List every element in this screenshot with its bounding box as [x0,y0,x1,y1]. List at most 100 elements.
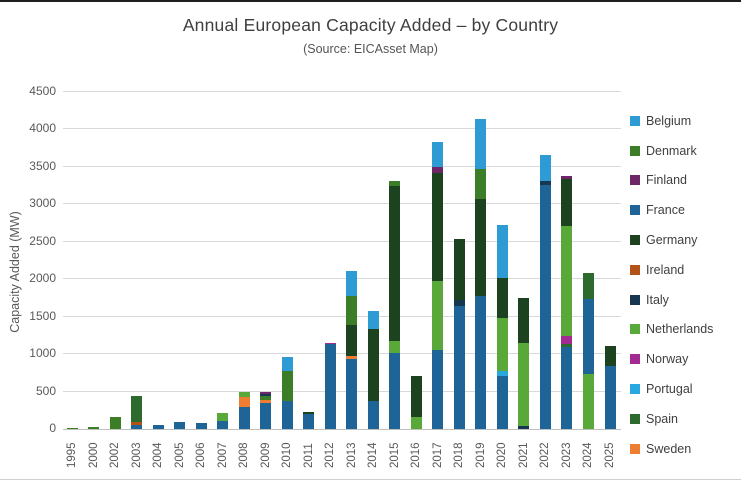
bar-2012 [324,342,336,429]
bar-segment-2019-belgium [475,119,487,170]
bar-2016 [410,375,422,429]
bar-segment-2010-france [281,400,293,429]
legend-label-netherlands: Netherlands [646,322,714,337]
x-axis-label-2011: 2011 [302,443,315,468]
legend-label-sweden: Sweden [646,441,692,456]
bar-segment-2023-netherlands [561,226,573,336]
bar-2000 [88,426,100,429]
legend-swatch-sweden [630,443,640,454]
y-tick-2500: 2500 [29,233,56,248]
y-tick-1500: 1500 [29,308,56,323]
bar-segment-2017-finland [432,167,444,173]
bar-2002 [109,417,121,429]
legend-label-finland: Finland [646,173,687,188]
legend-swatch-netherlands [630,324,640,335]
legend-swatch-ireland [630,264,640,275]
x-axis-label-2018: 2018 [453,442,466,468]
legend-label-portugal: Portugal [646,382,693,397]
bar-segment-2020-belgium [496,224,508,278]
bar-segment-2013-france [346,359,358,429]
plot-area [63,91,621,430]
legend-item-denmark: Denmark [630,136,740,166]
x-axis-label-2002: 2002 [109,442,122,468]
x-axis-label-2025: 2025 [604,442,616,468]
bar-segment-2021-germany [518,297,530,344]
bar-2014 [367,310,379,429]
bar-2023 [561,175,573,429]
x-axis-label-2009: 2009 [259,442,272,468]
legend-item-finland: Finland [630,166,740,196]
legend-swatch-denmark [630,145,640,156]
legend-item-netherlands: Netherlands [630,315,740,345]
bar-2024 [582,272,594,429]
bar-2015 [389,181,401,429]
bar-segment-2023-finland [561,175,573,180]
bar-segment-2024-spain [582,272,594,300]
bar-segment-2014-germany [367,329,379,401]
bar-segment-2020-france [496,375,508,429]
x-axis-label-2020: 2020 [496,442,509,468]
bar-segment-2006-france [195,423,207,429]
legend-item-sweden: Sweden [630,434,740,464]
bar-2025 [604,345,616,429]
bar-segment-2010-belgium [281,356,293,371]
bar-segment-2020-netherlands [496,317,508,371]
x-axis-label-2000: 2000 [87,442,100,468]
bar-segment-2008-netherlands [238,391,250,398]
bar-2010 [281,356,293,429]
gridline-4500 [63,91,621,92]
bar-segment-2021-netherlands [518,343,530,426]
legend-swatch-spain [630,413,640,424]
chart-title: Annual European Capacity Added – by Coun… [182,15,559,35]
x-axis-label-2005: 2005 [173,442,186,468]
bar-segment-2013-denmark [346,296,358,325]
legend-label-italy: Italy [646,292,669,307]
bar-segment-2013-belgium [346,270,358,297]
bar-segment-2007-netherlands [217,412,229,422]
y-tick-3500: 3500 [29,158,56,173]
bar-segment-2009-france [260,403,272,429]
x-axis-label-2007: 2007 [216,442,229,468]
legend-label-belgium: Belgium [646,113,692,128]
bar-segment-2018-germany [453,239,465,301]
bar-segment-2017-netherlands [432,281,444,351]
x-axis-label-1995: 1995 [66,442,78,468]
bar-segment-2009-italy [260,393,272,397]
bar-2019 [475,119,487,429]
bar-segment-2023-spain [561,344,573,348]
bar-segment-2015-france [389,352,401,429]
x-axis-label-2008: 2008 [238,442,251,468]
bar-2018 [453,239,465,429]
legend-swatch-germany [630,235,640,246]
x-axis-label-2006: 2006 [195,442,208,468]
bar-2007 [217,412,229,429]
x-axis-label-2019: 2019 [474,442,487,468]
bar-segment-2002-denmark [109,417,121,429]
bar-segment-2024-netherlands [582,373,594,429]
bar-1995 [66,428,78,429]
bar-2008 [238,391,250,429]
legend-item-italy: Italy [630,285,740,315]
bar-segment-2008-france [238,407,250,429]
bar-segment-2004-france [152,424,164,429]
gridline-1000 [63,353,621,355]
legend-label-spain: Spain [646,411,678,426]
bar-2005 [174,421,186,429]
x-axis-label-2016: 2016 [410,442,423,468]
legend-label-france: France [646,203,685,218]
legend-label-ireland: Ireland [646,262,685,277]
bar-segment-2020-portugal [496,370,508,376]
bar-segment-2009-denmark [260,396,272,401]
bar-segment-2020-germany [496,277,508,318]
x-axis-label-2021: 2021 [517,442,530,468]
bar-segment-2017-france [432,350,444,429]
bar-segment-2019-denmark [475,169,487,200]
bar-segment-2009-sweden [260,400,272,404]
bar-segment-2025-germany [604,345,616,366]
bar-segment-2015-netherlands [389,341,401,353]
gridline-2500 [63,240,621,242]
legend-item-germany: Germany [630,225,740,255]
y-tick-1000: 1000 [29,346,56,361]
bar-segment-2015-denmark [389,181,401,187]
bar-segment-2014-france [367,400,379,429]
